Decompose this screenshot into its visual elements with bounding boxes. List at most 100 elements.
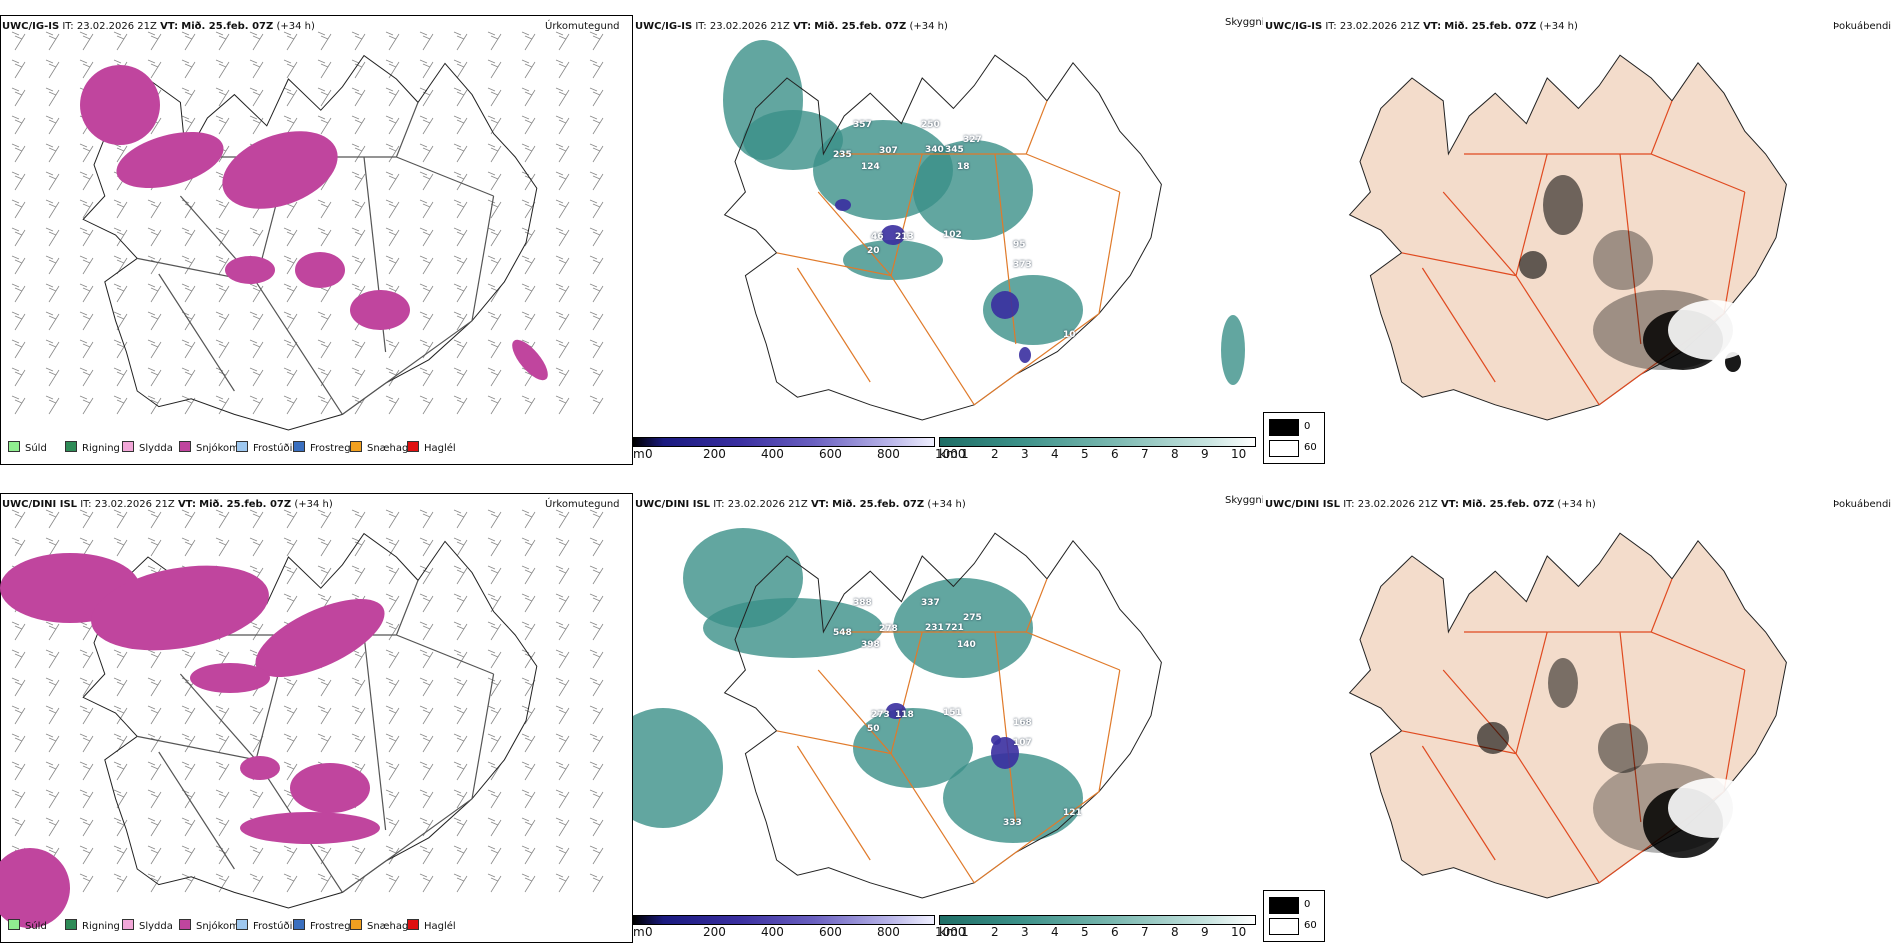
wind-barb <box>453 677 468 697</box>
wind-barb <box>385 621 400 641</box>
wind-barb <box>453 845 468 865</box>
wind-barb <box>487 227 502 247</box>
wind-barb <box>351 339 366 359</box>
wind-barb <box>385 789 400 809</box>
wind-barb <box>11 227 26 247</box>
wind-barb <box>385 593 400 613</box>
wind-barb <box>215 367 230 387</box>
wind-barb <box>487 705 502 725</box>
wind-barb <box>181 87 196 107</box>
wind-barb <box>351 367 366 387</box>
wind-barb <box>385 143 400 163</box>
visibility-tick: 4 <box>1051 447 1059 461</box>
wind-barb <box>11 789 26 809</box>
fog-map <box>1348 532 1787 899</box>
road-line <box>1650 100 1673 155</box>
wind-barb <box>521 789 536 809</box>
precip-legend-item: Frostregn <box>293 441 357 454</box>
legend-swatch <box>179 441 191 452</box>
legend-label: Súld <box>25 921 47 932</box>
wind-barb <box>521 565 536 585</box>
wind-barb <box>385 171 400 191</box>
wind-barb <box>249 339 264 359</box>
ceiling-value-label: 20 <box>867 246 880 256</box>
iceland-coastline <box>723 532 1162 899</box>
wind-barb <box>317 845 332 865</box>
ceiling-tick: 200 <box>703 925 726 939</box>
wind-barb <box>283 31 298 51</box>
wind-barb <box>215 59 230 79</box>
wind-barb <box>113 789 128 809</box>
road-line <box>890 275 975 406</box>
wind-barb <box>215 509 230 529</box>
wind-barb <box>589 199 604 219</box>
wind-barb <box>521 845 536 865</box>
ceiling-value-label: 398 <box>861 640 880 650</box>
ceiling-unit: m <box>633 447 645 461</box>
wind-barb <box>555 845 570 865</box>
wind-barb <box>555 31 570 51</box>
precip-type-panel: UWC/DINI ISL IT: 23.02.2026 21Z VT: Mið.… <box>0 478 633 948</box>
fog-legend-low: 60 <box>1304 442 1317 453</box>
wind-barb <box>249 311 264 331</box>
legend-swatch <box>236 441 248 452</box>
wind-barb <box>555 705 570 725</box>
ceiling-colorbar <box>633 915 935 925</box>
wind-barb <box>385 339 400 359</box>
legend-swatch <box>293 919 305 930</box>
wind-barb <box>215 227 230 247</box>
fog-legend: 0 60 <box>1263 412 1325 464</box>
wind-barb <box>113 199 128 219</box>
init-time: IT: 23.02.2026 21Z <box>695 21 790 32</box>
legend-swatch <box>407 919 419 930</box>
ceiling-value-label: 373 <box>1013 260 1032 270</box>
wind-barb <box>351 143 366 163</box>
wind-barb <box>589 171 604 191</box>
wind-barb <box>589 873 604 893</box>
ceiling-tick: 400 <box>761 447 784 461</box>
wind-barb <box>79 537 94 557</box>
ceiling-value-label: 333 <box>1003 818 1022 828</box>
wind-barb <box>113 227 128 247</box>
wind-barb <box>589 255 604 275</box>
wind-barb <box>385 761 400 781</box>
wind-barb <box>45 649 60 669</box>
snowfall-area <box>240 756 280 780</box>
wind-barb <box>419 311 434 331</box>
wind-barb <box>521 311 536 331</box>
road-line <box>1619 153 1642 345</box>
wind-barb <box>215 873 230 893</box>
wind-barb <box>385 199 400 219</box>
road-line <box>342 798 473 893</box>
wind-barb <box>589 115 604 135</box>
wind-barb <box>11 255 26 275</box>
wind-barb <box>385 873 400 893</box>
wind-barb <box>453 649 468 669</box>
road-line <box>1098 191 1121 314</box>
wind-barb <box>79 311 94 331</box>
wind-barb <box>589 537 604 557</box>
ceiling-value-label: 18 <box>957 162 970 172</box>
lead-time: (+34 h) <box>909 21 948 32</box>
road-line <box>817 191 892 276</box>
road-line <box>994 631 1017 823</box>
wind-barb <box>419 395 434 415</box>
wind-barb <box>147 509 162 529</box>
wind-barb <box>249 227 264 247</box>
road-line <box>776 730 892 755</box>
wind-barb <box>249 705 264 725</box>
wind-barb <box>487 171 502 191</box>
wind-barb <box>181 395 196 415</box>
wind-barb <box>351 705 366 725</box>
wind-barb <box>11 649 26 669</box>
precip-legend-item: Snjókoma <box>179 441 245 454</box>
ceiling-tick: 1000 <box>935 925 966 939</box>
wind-barb <box>521 733 536 753</box>
wind-barb <box>79 705 94 725</box>
valid-label: VT: <box>793 21 812 32</box>
legend-swatch <box>236 919 248 930</box>
wind-barb <box>283 255 298 275</box>
wind-barb <box>385 649 400 669</box>
model-name: UWC/IG-IS <box>1265 21 1323 32</box>
fog-area <box>1519 251 1547 279</box>
